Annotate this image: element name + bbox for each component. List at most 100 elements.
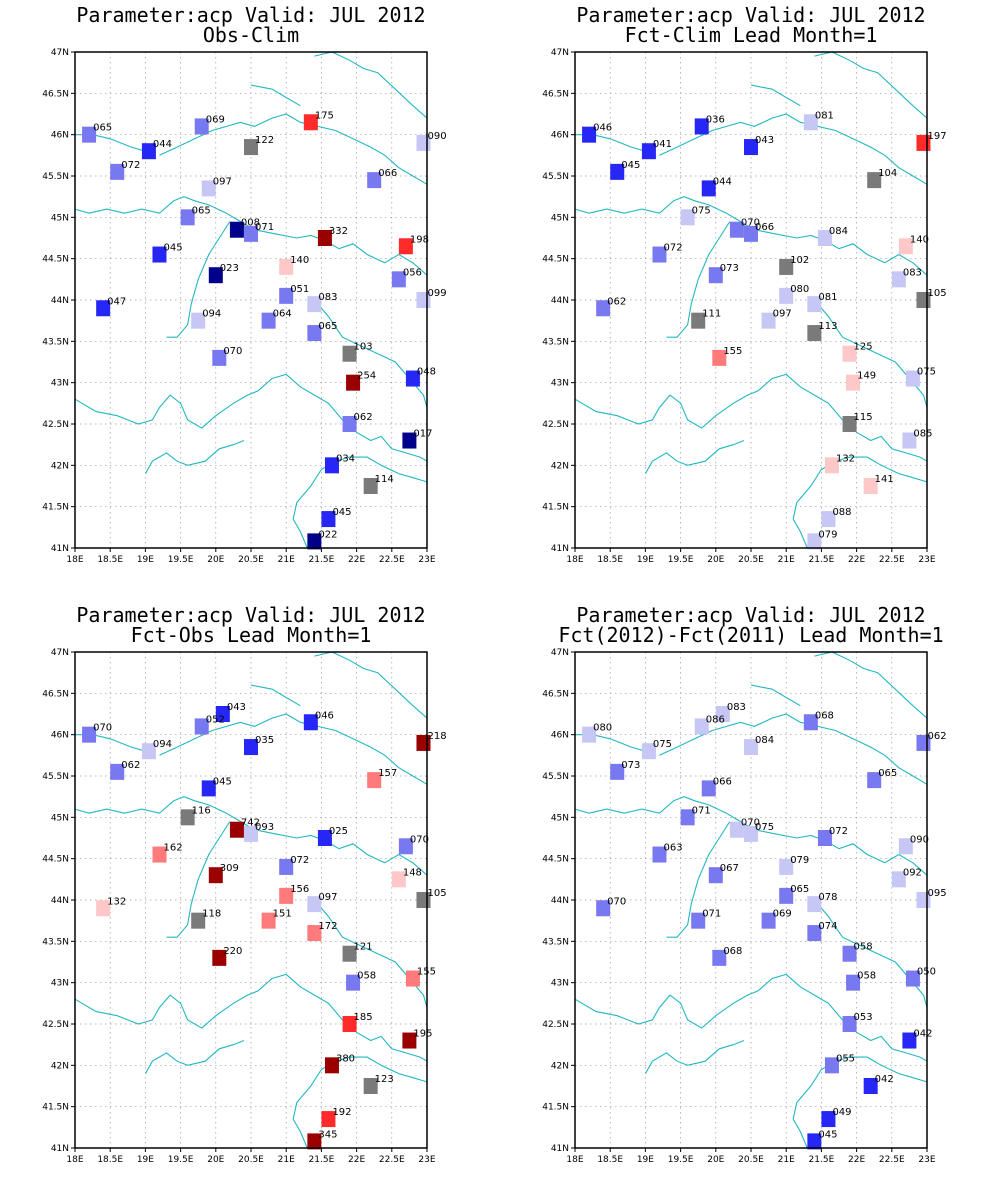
station-label: 103 (354, 342, 373, 353)
station-label: 068 (815, 710, 834, 721)
x-tick-label: 18.5E (97, 1155, 123, 1165)
station-marker (201, 780, 216, 797)
station-marker (391, 871, 406, 888)
x-tick-label: 19E (637, 555, 654, 565)
x-tick-label: 22.5E (879, 555, 905, 565)
x-tick-label: 18.5E (597, 1155, 623, 1165)
x-tick-label: 20E (707, 555, 724, 565)
y-tick-label: 42.5N (542, 1020, 569, 1030)
station-marker (317, 830, 332, 846)
station-marker (824, 457, 839, 474)
station-label: 072 (829, 826, 848, 837)
y-tick-label: 46.5N (42, 89, 69, 99)
station-marker (201, 180, 216, 197)
station-marker (846, 374, 861, 391)
station-label: 070 (93, 723, 112, 734)
x-tick-label: 19.5E (168, 1155, 194, 1165)
station-label: 197 (927, 131, 946, 142)
y-tick-label: 44.5N (542, 255, 569, 265)
station-marker (867, 772, 882, 789)
y-tick-label: 45N (51, 213, 69, 223)
station-label: 065 (790, 884, 809, 895)
station-label: 056 (403, 267, 422, 278)
station-marker (194, 718, 209, 735)
panel-title: Parameter:acp Valid: JUL 2012 (76, 3, 425, 27)
station-label: 063 (663, 843, 682, 854)
x-tick-label: 20E (207, 1155, 224, 1165)
station-label: 072 (121, 160, 140, 171)
x-tick-label: 21E (778, 555, 795, 565)
map-panel: Parameter:acp Valid: JUL 2012Fct(2012)-F… (542, 603, 946, 1165)
station-label: 111 (702, 309, 721, 320)
station-label: 079 (818, 529, 837, 540)
y-tick-label: 45.5N (42, 772, 69, 782)
station-label: 058 (857, 971, 876, 982)
x-tick-label: 21.5E (809, 555, 835, 565)
station-marker (691, 312, 706, 329)
y-tick-label: 41.5N (542, 1103, 569, 1113)
station-label: 083 (318, 292, 337, 303)
station-label: 097 (318, 892, 337, 903)
station-marker (824, 1057, 839, 1074)
station-marker (191, 912, 206, 929)
y-tick-label: 43N (51, 379, 69, 389)
y-tick-label: 46.5N (42, 689, 69, 699)
x-tick-label: 18E (566, 1155, 583, 1165)
y-tick-label: 45N (551, 813, 569, 823)
station-label: 062 (927, 731, 946, 742)
station-label: 065 (318, 321, 337, 332)
station-marker (212, 349, 227, 366)
panel-subtitle: Fct-Obs Lead Month=1 (131, 623, 372, 647)
station-label: 086 (706, 714, 725, 725)
station-label: 104 (878, 168, 897, 179)
station-marker (180, 809, 195, 826)
y-tick-label: 47N (51, 648, 69, 658)
x-tick-label: 21.5E (809, 1155, 835, 1165)
station-label: 065 (192, 205, 211, 216)
x-tick-label: 21E (278, 1155, 295, 1165)
station-marker (110, 163, 125, 180)
station-marker (803, 714, 818, 731)
x-tick-label: 22E (848, 1155, 865, 1165)
station-marker (729, 821, 744, 838)
station-label: 094 (153, 739, 172, 750)
station-label: 051 (290, 284, 309, 295)
station-marker (96, 900, 111, 917)
station-label: 044 (153, 139, 172, 150)
station-label: 198 (410, 234, 429, 245)
station-marker (863, 478, 878, 494)
station-label: 195 (413, 1029, 432, 1040)
x-tick-label: 20.5E (738, 1155, 764, 1165)
station-marker (708, 267, 723, 284)
station-label: 185 (354, 1012, 373, 1023)
coastline (750, 684, 801, 707)
coastline (166, 221, 231, 338)
station-label: 345 (318, 1129, 337, 1140)
station-marker (244, 225, 258, 242)
station-marker (110, 763, 125, 780)
station-marker (324, 1057, 339, 1074)
station-label: 069 (773, 909, 792, 920)
coastline (250, 84, 301, 107)
panel-subtitle: Fct(2012)-Fct(2011) Lead Month=1 (558, 623, 943, 647)
station-marker (779, 887, 794, 904)
station-label: 043 (227, 702, 246, 713)
station-marker (141, 743, 156, 760)
coastline (666, 221, 731, 338)
station-label: 097 (773, 309, 792, 320)
y-tick-label: 43N (551, 379, 569, 389)
station-label: 192 (332, 1107, 351, 1118)
station-marker (342, 945, 357, 962)
station-marker (212, 949, 227, 966)
station-label: 068 (723, 946, 742, 957)
coastline (574, 373, 928, 462)
station-marker (715, 706, 730, 722)
station-label: 090 (427, 131, 446, 142)
station-marker (807, 925, 822, 942)
station-marker (761, 312, 776, 329)
station-label: 058 (854, 942, 873, 953)
station-label: 017 (413, 429, 432, 440)
station-label: 042 (913, 1029, 932, 1040)
x-tick-label: 18E (566, 555, 583, 565)
